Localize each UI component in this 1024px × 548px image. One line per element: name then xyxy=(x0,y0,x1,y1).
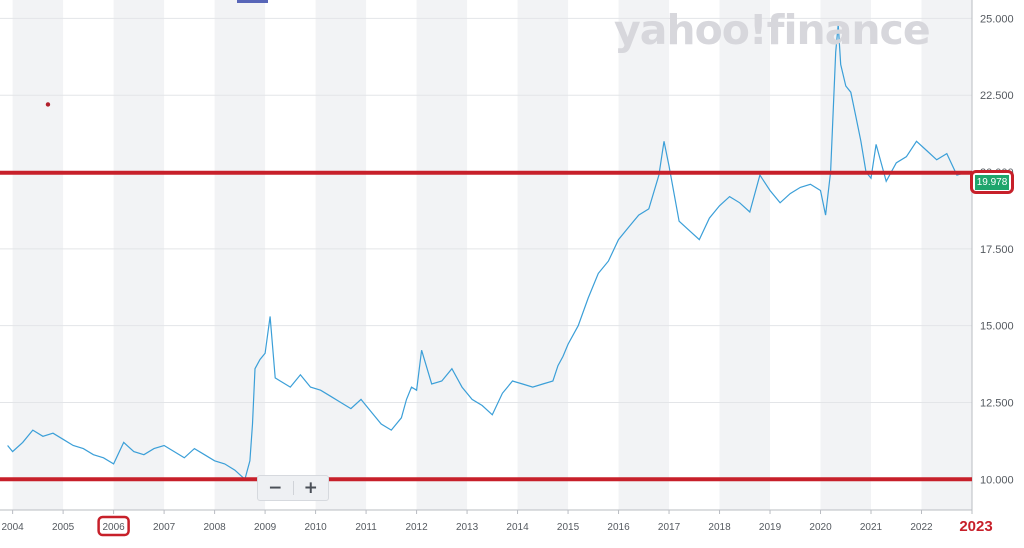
zoom-in-button[interactable]: + xyxy=(303,478,318,498)
x-tick-label: 2022 xyxy=(910,522,933,533)
x-tick-label: 2006 xyxy=(102,522,125,533)
x-tick-label: 2021 xyxy=(860,522,883,533)
annotation-lines xyxy=(0,170,972,482)
y-tick-label: 17.500 xyxy=(980,244,1014,256)
year-band xyxy=(416,0,468,510)
y-tick-label: 22.500 xyxy=(980,90,1014,102)
highlighted-year-box xyxy=(97,515,130,537)
x-tick-label: 2007 xyxy=(153,522,176,533)
y-axis-ticks: 25.00022.50020.00017.50015.00012.50010.0… xyxy=(980,13,1014,486)
last-price-label: 19.978 xyxy=(970,170,1014,194)
year-band xyxy=(820,0,872,510)
x-tick-label: 2023 xyxy=(959,518,992,535)
series-line xyxy=(7,24,968,481)
year-band xyxy=(921,0,972,510)
x-tick-label: 2014 xyxy=(506,522,529,533)
y-tick-label: 12.500 xyxy=(980,397,1014,409)
x-tick-label: 2013 xyxy=(456,522,479,533)
x-tick-label: 2005 xyxy=(52,522,75,533)
year-band xyxy=(719,0,771,510)
x-tick-label: 2004 xyxy=(1,522,24,533)
y-tick-label: 10.000 xyxy=(980,474,1014,486)
x-tick-label: 2008 xyxy=(203,522,226,533)
year-band xyxy=(12,0,64,510)
year-band xyxy=(618,0,670,510)
x-axis-ticks: 2004 2005 2006 2007 2008 2009 2010 2011 2012 2013… xyxy=(1,510,993,535)
x-tick-label: 2020 xyxy=(809,522,832,533)
x-tick-label: 2010 xyxy=(304,522,327,533)
x-tick-label: 2015 xyxy=(557,522,580,533)
year-band xyxy=(315,0,367,510)
y-tick-label: 15.000 xyxy=(980,321,1014,333)
x-tick-label: 2009 xyxy=(254,522,277,533)
zoom-control: − + xyxy=(257,475,329,501)
year-band xyxy=(113,0,165,510)
top-tab-indicator xyxy=(237,0,268,3)
zoom-out-button[interactable]: − xyxy=(268,478,283,498)
x-tick-label: 2016 xyxy=(607,522,630,533)
last-price-value: 19.978 xyxy=(974,174,1010,190)
x-tick-label: 2011 xyxy=(355,522,377,533)
y-tick-label: 25.000 xyxy=(980,13,1014,25)
x-tick-label: 2017 xyxy=(658,522,681,533)
yahoo-finance-watermark: yahoo!finance xyxy=(614,6,931,54)
x-tick-label: 2018 xyxy=(708,522,731,533)
annotation-marker xyxy=(45,102,51,107)
x-tick-label: 2019 xyxy=(759,522,782,533)
year-band xyxy=(214,0,266,510)
year-band xyxy=(517,0,569,510)
x-tick-label: 2012 xyxy=(405,522,428,533)
zoom-separator xyxy=(292,481,294,495)
year-bands xyxy=(12,0,972,510)
